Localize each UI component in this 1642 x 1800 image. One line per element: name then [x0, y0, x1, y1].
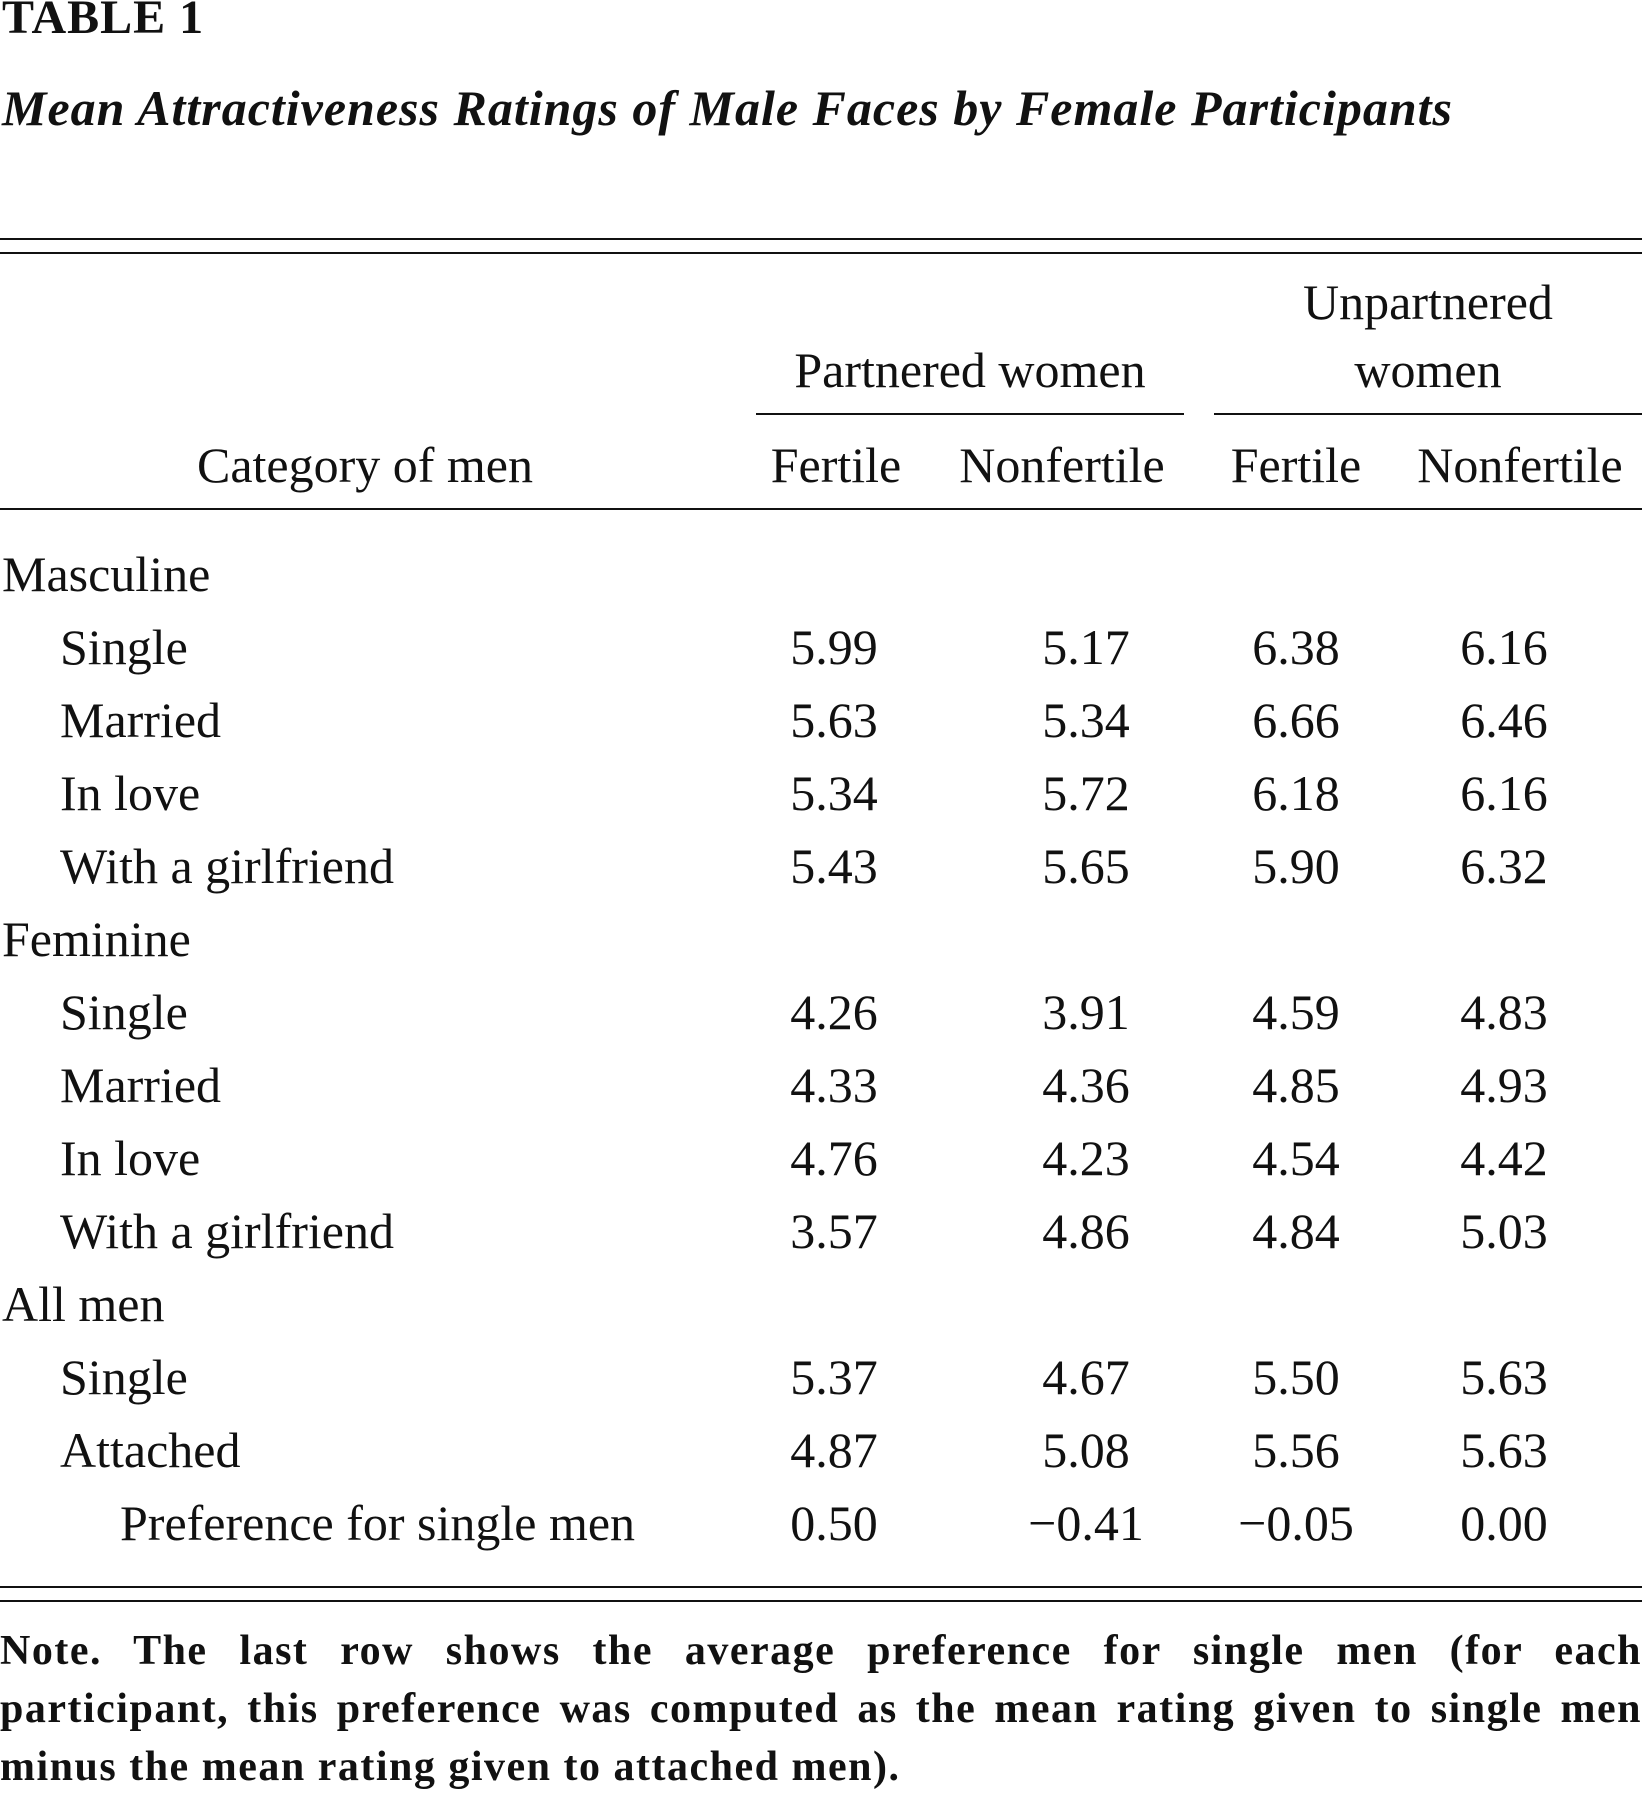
group-header-partnered: Partnered women	[794, 342, 1146, 398]
top-rule-2	[0, 252, 1642, 254]
table-cell: 4.85	[1252, 1057, 1340, 1113]
table-cell: 6.38	[1252, 619, 1340, 675]
table-cell: 5.99	[790, 619, 878, 675]
table-cell: 5.72	[1042, 765, 1130, 821]
row-label: With a girlfriend	[60, 838, 394, 894]
bottom-rule-1	[0, 1586, 1642, 1588]
table-label: TABLE 1	[2, 0, 205, 44]
table-cell: 5.65	[1042, 838, 1130, 894]
table-cell: 5.34	[790, 765, 878, 821]
table-cell: 5.08	[1042, 1422, 1130, 1478]
table-cell: 4.76	[790, 1130, 878, 1186]
group-header-unpartnered-line2: women	[1354, 342, 1502, 398]
table-cell: 4.67	[1042, 1349, 1130, 1405]
subcol-header-2: Nonfertile	[959, 437, 1165, 493]
table-cell: 4.59	[1252, 984, 1340, 1040]
table-cell: 4.36	[1042, 1057, 1130, 1113]
table-cell: 6.66	[1252, 692, 1340, 748]
group-header-unpartnered-line1: Unpartnered	[1303, 274, 1553, 330]
table-cell: 4.26	[790, 984, 878, 1040]
table-cell: 6.32	[1460, 838, 1548, 894]
row-label: With a girlfriend	[60, 1203, 394, 1259]
top-rule-1	[0, 238, 1642, 240]
section-label: Feminine	[2, 911, 191, 967]
table-cell: 4.23	[1042, 1130, 1130, 1186]
stub-header: Category of men	[196, 437, 533, 493]
note-lead: Note.	[0, 1628, 102, 1674]
group-rule-partnered	[756, 413, 1184, 415]
table-cell: 4.33	[790, 1057, 878, 1113]
table-cell: 6.16	[1460, 619, 1548, 675]
table-cell: 5.03	[1460, 1203, 1548, 1259]
table-cell: 5.34	[1042, 692, 1130, 748]
summary-cell: 0.50	[790, 1495, 878, 1551]
group-rule-unpartnered	[1214, 413, 1642, 415]
bottom-rule-2	[0, 1600, 1642, 1602]
summary-row-label: Preference for single men	[120, 1495, 636, 1551]
table-cell: 5.63	[1460, 1349, 1548, 1405]
table-cell: 4.42	[1460, 1130, 1548, 1186]
table-cell: 4.86	[1042, 1203, 1130, 1259]
table-cell: 4.54	[1252, 1130, 1340, 1186]
table-caption: Mean Attractiveness Ratings of Male Face…	[2, 80, 1453, 136]
table-cell: 5.43	[790, 838, 878, 894]
row-label: Married	[60, 692, 222, 748]
table-cell: 5.63	[790, 692, 878, 748]
table-cell: 5.37	[790, 1349, 878, 1405]
table-cell: 4.87	[790, 1422, 878, 1478]
subcol-header-4: Nonfertile	[1417, 437, 1623, 493]
header-rule	[0, 508, 1642, 510]
row-label: Single	[60, 1349, 188, 1405]
summary-cell: −0.41	[1028, 1495, 1144, 1551]
row-label: Married	[60, 1057, 222, 1113]
table-cell: 5.90	[1252, 838, 1340, 894]
table-cell: 5.63	[1460, 1422, 1548, 1478]
subcol-header-1: Fertile	[770, 437, 902, 493]
table-cell: 3.91	[1042, 984, 1130, 1040]
section-label: Masculine	[2, 546, 211, 602]
row-label: Single	[60, 619, 188, 675]
table-cell: 5.17	[1042, 619, 1130, 675]
row-label: Single	[60, 984, 188, 1040]
section-label: All men	[2, 1276, 165, 1332]
row-label: In love	[60, 1130, 201, 1186]
summary-cell: −0.05	[1238, 1495, 1354, 1551]
table-cell: 4.83	[1460, 984, 1548, 1040]
row-label: Attached	[60, 1422, 241, 1478]
table-cell: 6.18	[1252, 765, 1340, 821]
summary-cell: 0.00	[1460, 1495, 1548, 1551]
table-note: Note. The last row shows the average pre…	[0, 1622, 1642, 1796]
table-cell: 5.56	[1252, 1422, 1340, 1478]
table-cell: 6.46	[1460, 692, 1548, 748]
table-cell: 5.50	[1252, 1349, 1340, 1405]
table-cell: 4.93	[1460, 1057, 1548, 1113]
row-label: In love	[60, 765, 201, 821]
table-cell: 3.57	[790, 1203, 878, 1259]
subcol-header-3: Fertile	[1230, 437, 1362, 493]
note-text: The last row shows the average preferenc…	[0, 1628, 1642, 1790]
table-cell: 6.16	[1460, 765, 1548, 821]
table-cell: 4.84	[1252, 1203, 1340, 1259]
